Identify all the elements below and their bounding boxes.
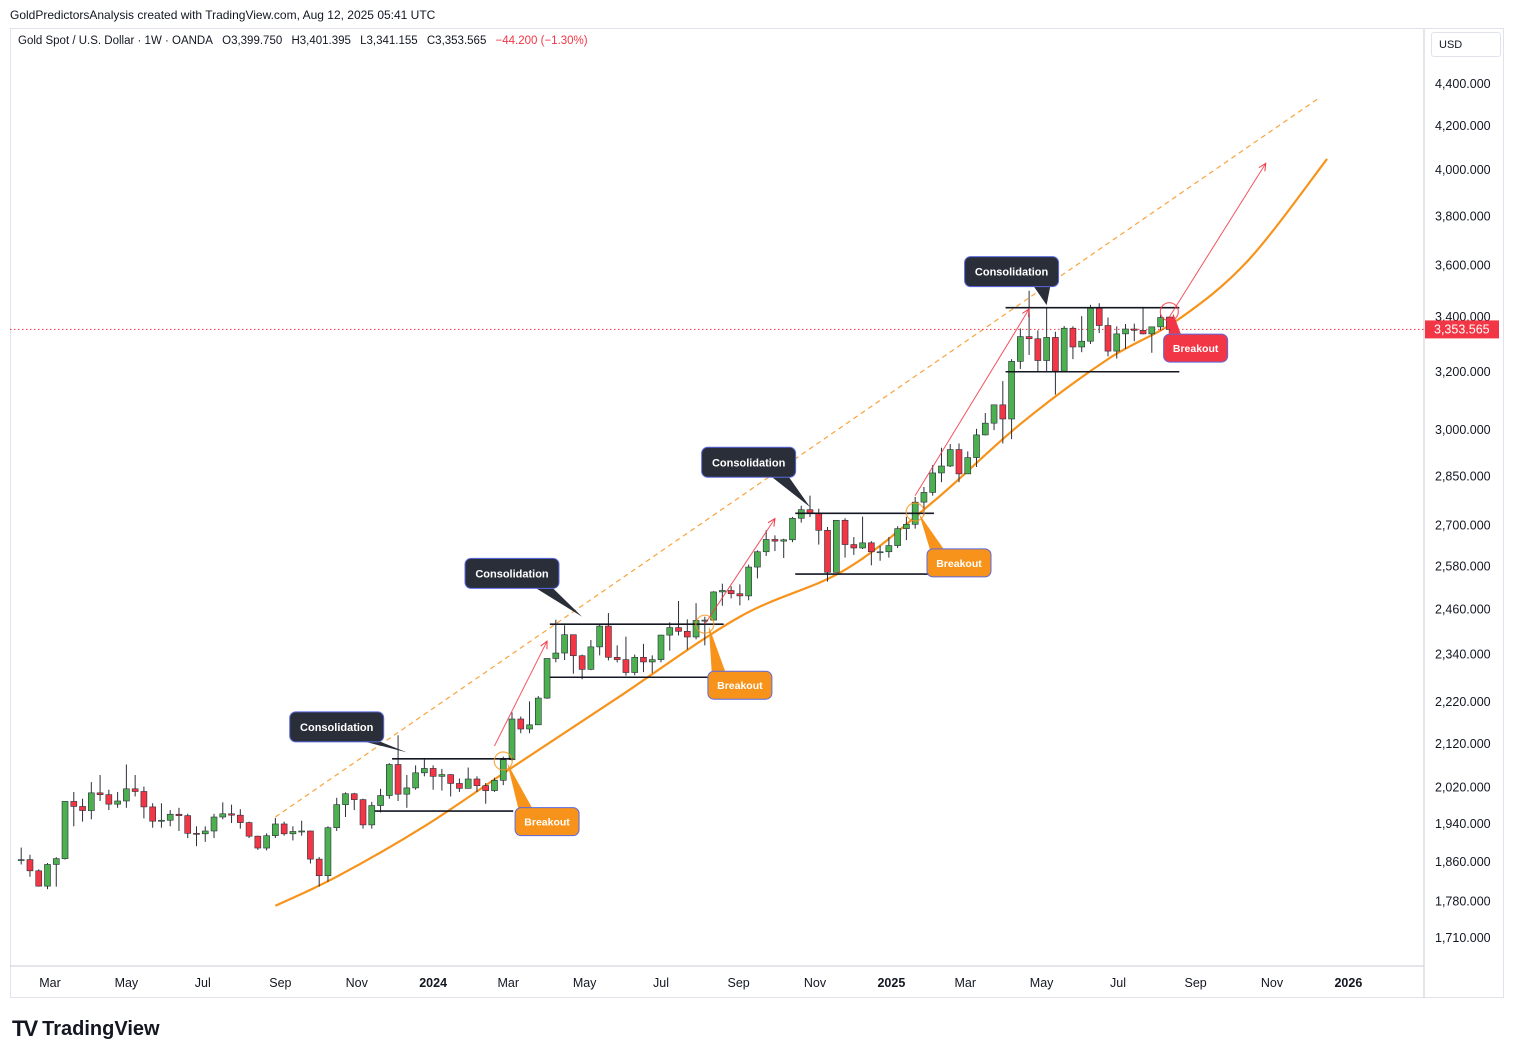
currency-selector[interactable]: USD — [1431, 32, 1501, 57]
tradingview-logo[interactable]: TV TradingView — [12, 1016, 160, 1042]
legend-change: −44.200 (−1.30%) — [495, 35, 588, 47]
legend-low: L3,341.155 — [360, 35, 418, 47]
legend-close: C3,353.565 — [426, 35, 487, 47]
legend-open: O3,399.750 — [222, 35, 283, 47]
legend-high: H3,401.395 — [291, 35, 351, 47]
chart-frame — [10, 28, 1504, 998]
tradingview-logo-icon: TV — [12, 1016, 38, 1041]
symbol-legend: Gold Spot / U.S. Dollar · 1W · OANDA O3,… — [18, 35, 594, 47]
tradingview-wordmark: TradingView — [42, 1017, 160, 1040]
legend-symbol[interactable]: Gold Spot / U.S. Dollar · 1W · OANDA — [18, 35, 213, 47]
header-credit: GoldPredictorsAnalysis created with Trad… — [10, 8, 436, 22]
